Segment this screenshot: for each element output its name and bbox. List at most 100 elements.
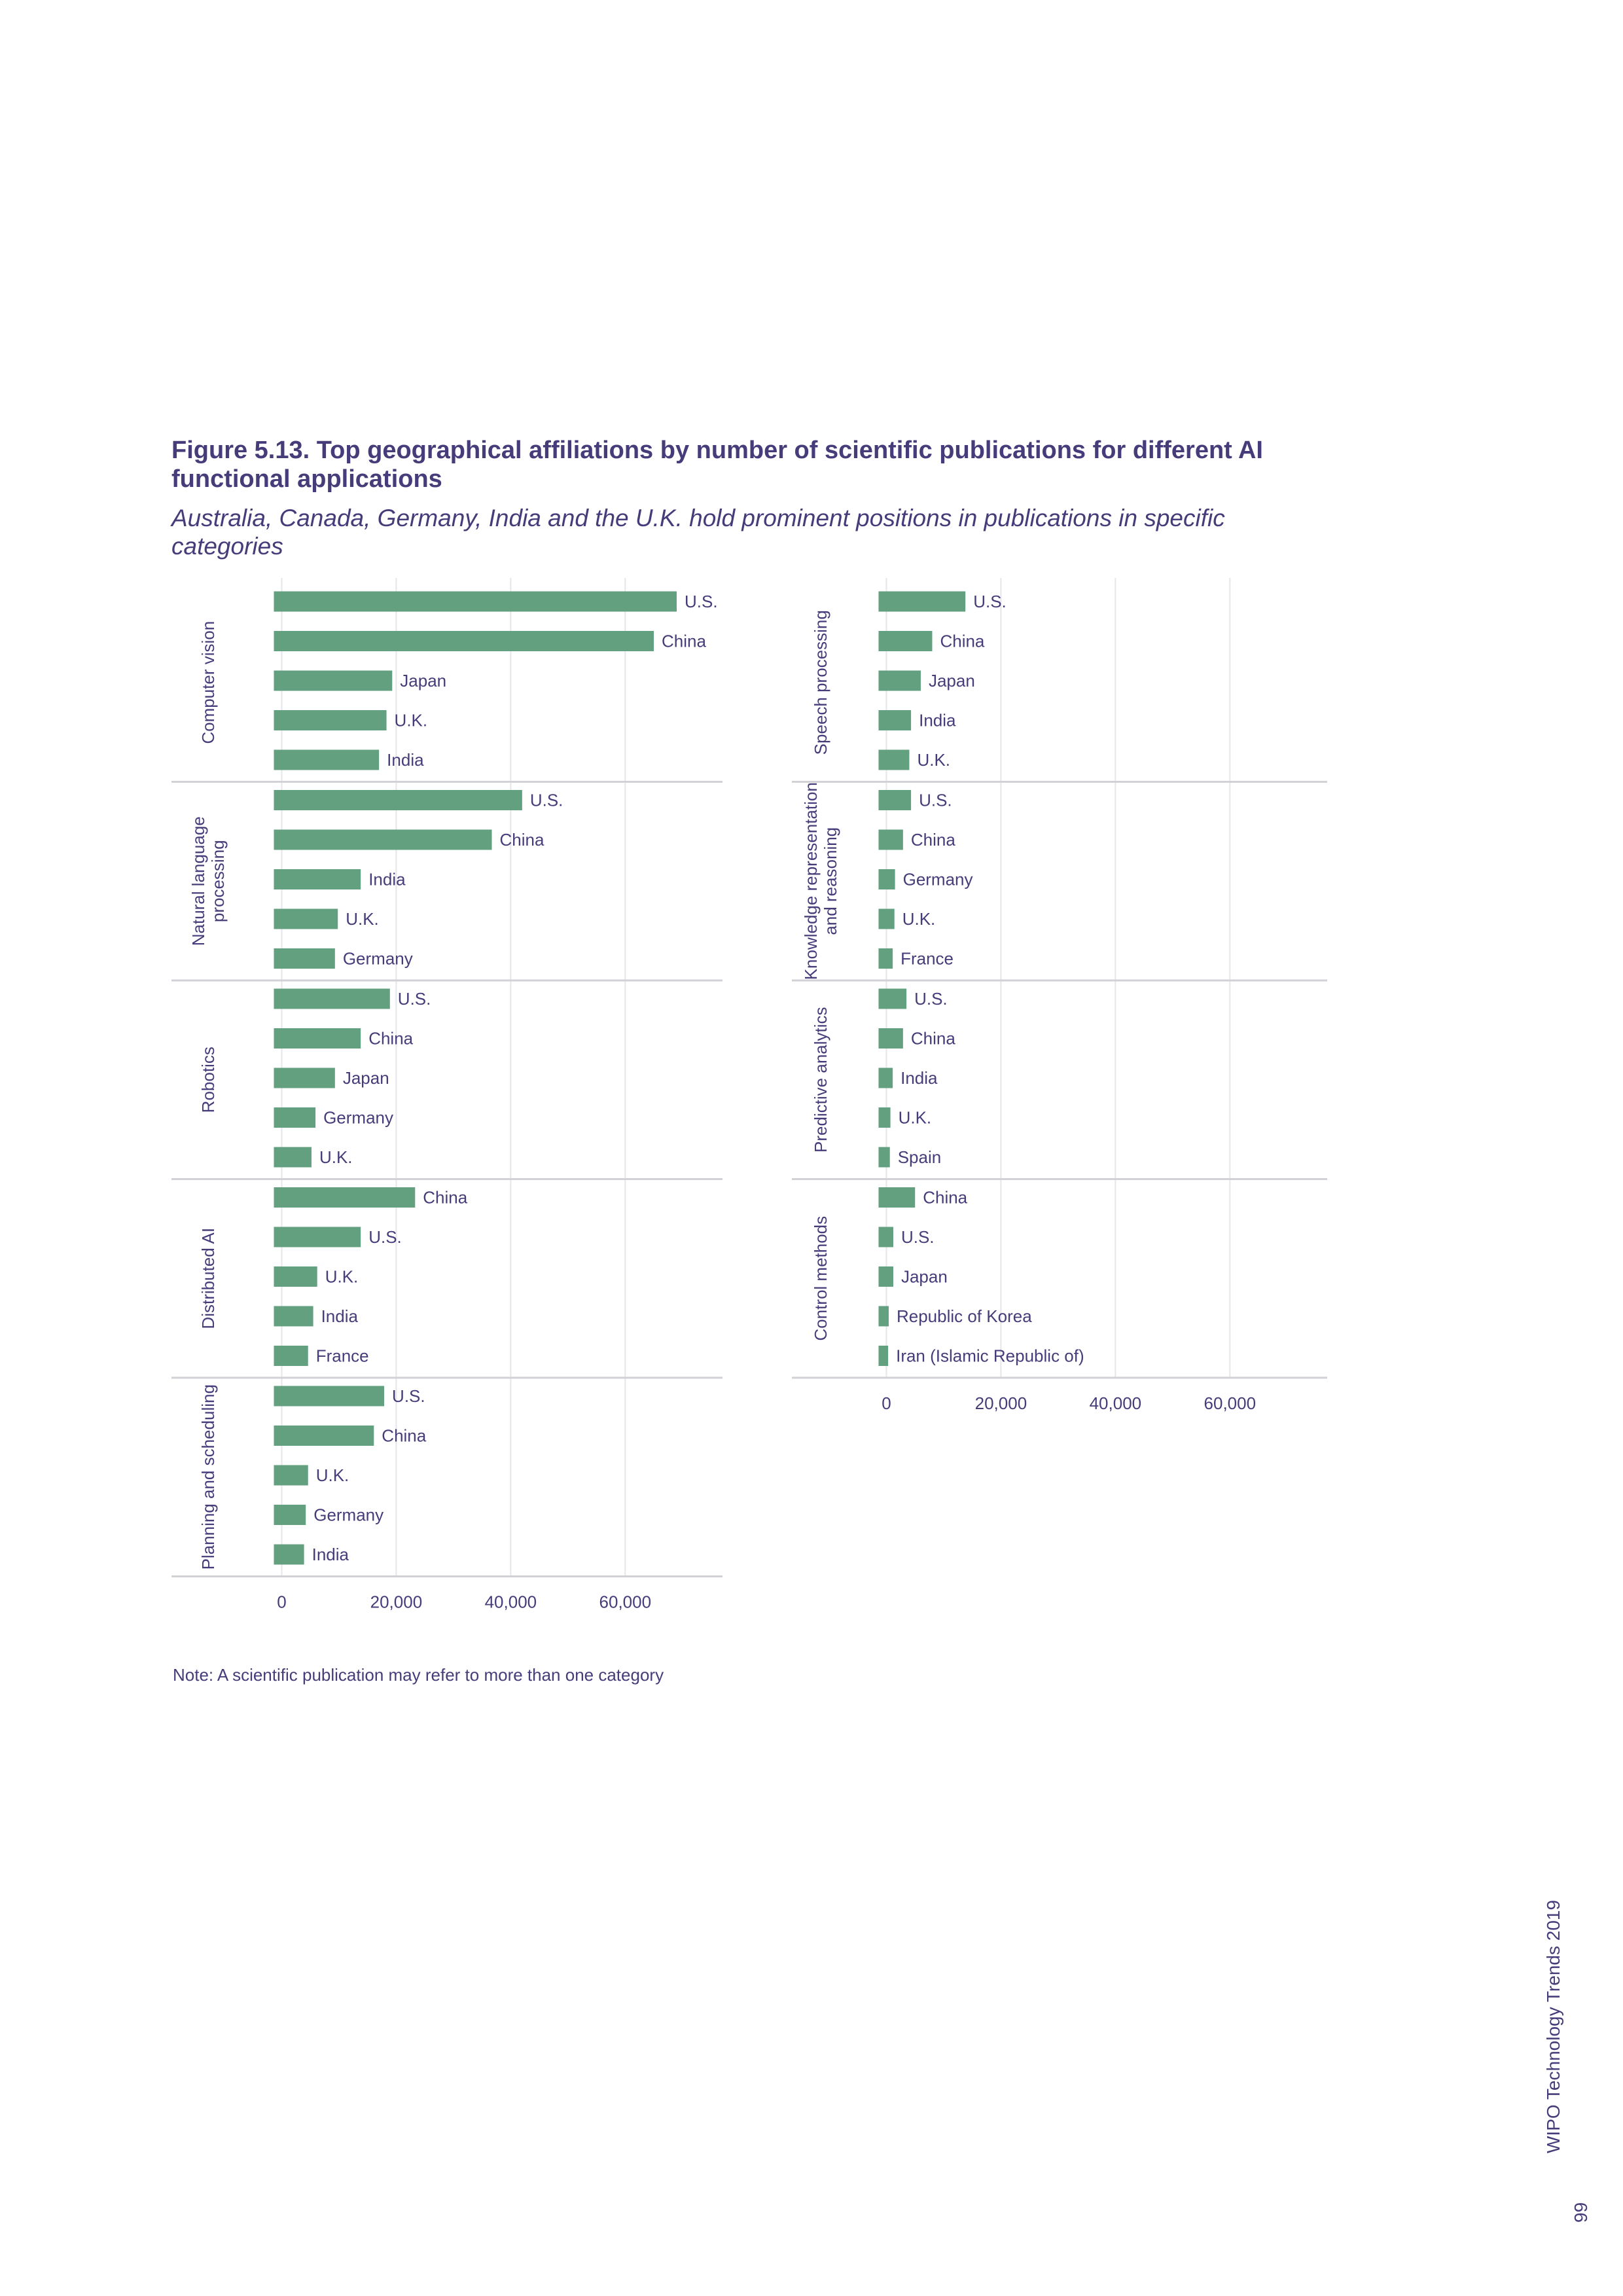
bar-speech-processing-u-s [878,591,966,612]
bar-distributed-ai-u-s [274,1227,361,1247]
bar-control-methods-iran-islamic-republic-of [878,1346,889,1366]
bar-robotics-japan [274,1067,335,1088]
bar-label: Germany [323,1108,393,1128]
bar-label: China [911,1029,955,1049]
bar-label: U.K. [316,1465,349,1485]
bar-label: U.K. [325,1267,359,1287]
bar-predictive-analytics-india [878,1067,893,1088]
x-tick-label: 60,000 [1204,1393,1257,1413]
bar-natural-language-processing-china [274,829,492,850]
bar-label: U.S. [973,592,1007,611]
facet-label-distributed-ai: Distributed AI [198,1228,218,1329]
facet-label-computer-vision: Computer vision [198,621,218,744]
page-number: 99 [1571,2202,1591,2223]
bar-label: India [901,1068,938,1088]
bar-label: U.K. [917,750,950,770]
bar-natural-language-processing-u-k [274,908,338,929]
bar-label: Germany [343,949,413,969]
bar-knowledge-representation-and-reasoning-france [878,948,893,969]
bar-label: Iran (Islamic Republic of) [896,1346,1084,1366]
bar-label: Republic of Korea [897,1306,1032,1326]
bar-label: France [901,949,954,969]
bar-label: Spain [898,1147,942,1167]
x-tick-label: 20,000 [370,1592,423,1612]
bar-label: U.S. [901,1227,935,1247]
bar-computer-vision-u-k [274,710,387,730]
bar-label: China [499,830,544,850]
bar-label: India [312,1545,349,1564]
bar-planning-and-scheduling-u-k [274,1465,308,1486]
bar-label: China [423,1188,467,1208]
bar-label: China [923,1188,967,1208]
bar-planning-and-scheduling-u-s [274,1386,385,1407]
facet-label-predictive-analytics: Predictive analytics [811,1007,830,1153]
bar-computer-vision-china [274,631,654,651]
bar-label: China [382,1426,426,1446]
x-tick-label: 40,000 [1090,1393,1142,1413]
bar-label: India [919,711,956,730]
figure-note: Note: A scientific publication may refer… [173,1665,664,1685]
bar-label: U.S. [914,989,948,1009]
x-tick-label: 0 [277,1592,286,1612]
bar-label: Japan [929,671,975,691]
bar-distributed-ai-china [274,1187,416,1208]
bar-label: U.K. [902,909,936,929]
bar-speech-processing-u-k [878,749,910,770]
bar-natural-language-processing-u-s [274,790,522,810]
facet-label-robotics: Robotics [198,1047,218,1113]
publication-name: WIPO Technology Trends 2019 [1543,1899,1563,2153]
bar-label: China [662,632,706,651]
bar-natural-language-processing-india [274,869,361,889]
bar-label: U.S. [919,791,952,810]
facet-label-speech-processing: Speech processing [811,610,830,755]
facet-label-planning-and-scheduling: Planning and scheduling [198,1384,218,1570]
bar-label: Germany [903,870,973,889]
bar-label: U.S. [685,592,718,611]
bar-planning-and-scheduling-india [274,1544,304,1565]
bar-label: China [368,1029,413,1049]
bar-knowledge-representation-and-reasoning-u-s [878,790,912,810]
bar-speech-processing-japan [878,670,921,691]
bar-label: Japan [400,671,446,691]
bar-predictive-analytics-u-k [878,1107,891,1128]
bar-label: France [316,1346,369,1366]
bar-label: Japan [901,1267,948,1287]
bar-robotics-u-s [274,988,390,1009]
figure-title: Figure 5.13. Top geographical affiliatio… [171,437,1263,493]
bar-label: U.S. [530,791,563,810]
bar-speech-processing-china [878,631,933,651]
bar-predictive-analytics-u-s [878,988,907,1009]
bar-distributed-ai-u-k [274,1266,317,1287]
bar-natural-language-processing-germany [274,948,335,969]
bar-speech-processing-india [878,710,912,730]
bar-predictive-analytics-china [878,1028,903,1049]
bar-knowledge-representation-and-reasoning-china [878,829,903,850]
bar-label: U.S. [368,1227,402,1247]
bar-label: India [321,1306,359,1326]
facet-label-control-methods: Control methods [811,1216,830,1341]
bar-distributed-ai-france [274,1346,308,1366]
bar-control-methods-japan [878,1266,893,1287]
facet-label-knowledge-representation-and-reasoning: Knowledge representationand reasoning [801,782,840,980]
bar-predictive-analytics-spain [878,1147,890,1168]
x-tick-label: 40,000 [485,1592,537,1612]
bar-planning-and-scheduling-germany [274,1505,306,1525]
bar-knowledge-representation-and-reasoning-germany [878,869,895,889]
bar-label: U.K. [319,1147,353,1167]
bar-computer-vision-japan [274,670,393,691]
bar-label: China [911,830,955,850]
bar-robotics-germany [274,1107,316,1128]
bar-planning-and-scheduling-china [274,1426,374,1446]
x-tick-label: 0 [882,1393,891,1413]
bar-label: Japan [343,1068,389,1088]
bar-control-methods-republic-of-korea [878,1306,889,1327]
bar-label: U.K. [395,711,428,730]
bar-label: Germany [313,1505,383,1525]
bar-knowledge-representation-and-reasoning-u-k [878,908,895,929]
facet-label-natural-language-processing: Natural languageprocessing [188,816,228,946]
bar-robotics-u-k [274,1147,312,1168]
bar-computer-vision-india [274,749,380,770]
bar-control-methods-u-s [878,1227,893,1247]
